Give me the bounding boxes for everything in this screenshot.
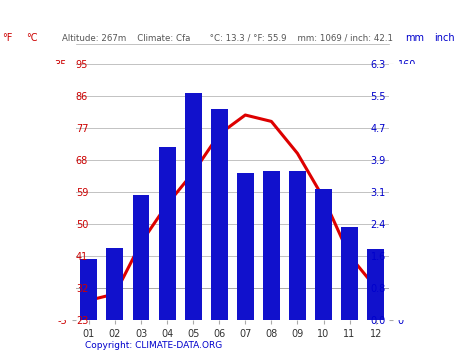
Bar <box>81 259 97 320</box>
Bar <box>263 171 280 320</box>
Bar <box>289 171 306 320</box>
Bar <box>211 109 228 320</box>
Bar <box>367 249 384 320</box>
Text: inch: inch <box>434 33 455 43</box>
Text: °C: °C <box>26 33 37 43</box>
Text: Altitude: 267m    Climate: Cfa       °C: 13.3 / °F: 55.9    mm: 1069 / inch: 42.: Altitude: 267m Climate: Cfa °C: 13.3 / °… <box>62 34 392 43</box>
Bar <box>133 195 149 320</box>
Text: °F: °F <box>2 33 13 43</box>
Bar <box>185 93 201 320</box>
Bar <box>107 248 123 320</box>
Bar <box>159 147 175 320</box>
Bar <box>237 173 254 320</box>
Text: mm: mm <box>405 33 424 43</box>
Bar <box>315 189 332 320</box>
Bar <box>341 227 358 320</box>
Text: Copyright: CLIMATE-DATA.ORG: Copyright: CLIMATE-DATA.ORG <box>85 341 223 350</box>
